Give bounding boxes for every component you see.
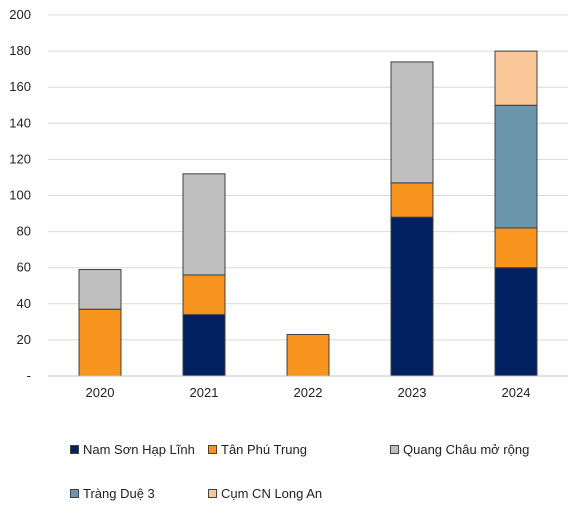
y-tick-label: 160: [9, 79, 31, 94]
bar-segment: [78, 308, 122, 377]
legend-label: Tràng Duệ 3: [83, 485, 155, 501]
legend-item-trang-due: Tràng Duệ 3: [70, 486, 208, 501]
legend-swatch: [390, 444, 399, 454]
y-tick-label: 80: [17, 224, 31, 239]
x-tick-label: 2023: [398, 385, 427, 400]
y-tick-label: 100: [9, 188, 31, 203]
x-tick-label: 2020: [86, 385, 115, 400]
legend-item-nam-son: Nam Sơn Hạp Lĩnh: [70, 442, 208, 457]
bar-segment: [494, 267, 538, 377]
legend-item-tan-phu-trung: Tân Phú Trung: [208, 442, 390, 457]
y-tick-label: 180: [9, 43, 31, 58]
legend-label: Nam Sơn Hạp Lĩnh: [83, 441, 195, 457]
y-tick-label: 40: [17, 296, 31, 311]
x-axis: 2020 2021 2022 2023 2024: [48, 375, 568, 400]
y-tick-label: 140: [9, 115, 31, 130]
legend-row-1: Nam Sơn Hạp Lĩnh Tân Phú Trung Quang Châ…: [70, 438, 570, 460]
y-axis: - 20 40 60 80 100 120 140 160 180 200: [9, 7, 31, 383]
bar-segment: [494, 227, 538, 269]
bar-segment: [390, 61, 434, 184]
legend-item-quang-chau: Quang Châu mở rộng: [390, 442, 529, 457]
bar-segment: [390, 182, 434, 218]
legend-swatch: [208, 444, 217, 454]
x-tick-label: 2022: [294, 385, 323, 400]
x-tick-label: 2024: [502, 385, 531, 400]
legend-row-2: Tràng Duệ 3 Cụm CN Long An: [70, 482, 570, 504]
bar-segment: [390, 216, 434, 377]
bar-segment: [286, 333, 330, 377]
bar-segment: [182, 274, 226, 316]
legend-label: Tân Phú Trung: [221, 441, 307, 457]
bar-segment: [182, 314, 226, 377]
legend-swatch: [208, 488, 217, 498]
bars: [78, 50, 538, 377]
legend-swatch: [70, 444, 79, 454]
stacked-bar-chart: - 20 40 60 80 100 120 140 160 180 200 2020 2021 2022…: [9, 7, 568, 400]
legend-swatch: [70, 488, 79, 498]
legend-label: Cụm CN Long An: [221, 485, 323, 501]
x-tick-label: 2021: [190, 385, 219, 400]
bar-segment: [182, 173, 226, 276]
legend: Nam Sơn Hạp Lĩnh Tân Phú Trung Quang Châ…: [70, 438, 570, 526]
y-tick-label: 60: [17, 260, 31, 275]
legend-item-long-an: Cụm CN Long An: [208, 486, 322, 501]
bar-segment: [494, 104, 538, 229]
bar-segment: [78, 269, 122, 310]
gridlines: [48, 14, 568, 341]
y-tick-label: 20: [17, 332, 31, 347]
y-tick-label: 120: [9, 151, 31, 166]
bar-segment: [494, 50, 538, 106]
y-tick-label: -: [27, 368, 31, 383]
legend-label: Quang Châu mở rộng: [403, 441, 530, 457]
y-tick-label: 200: [9, 7, 31, 22]
